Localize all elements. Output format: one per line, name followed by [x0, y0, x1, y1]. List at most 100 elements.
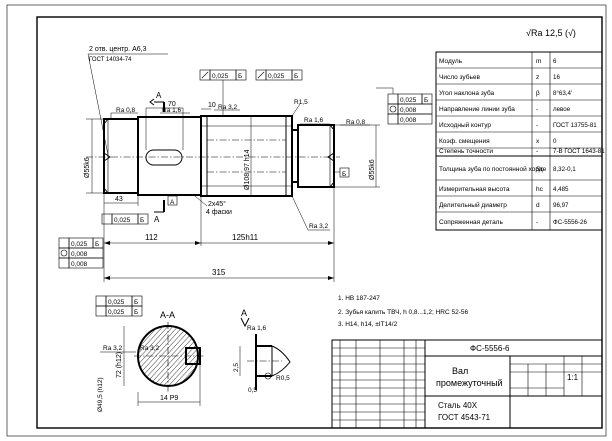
main-view-callouts: Ra 0,8 Ra 1,6 Ra 3,2 Ra 1,6 Ra 0,8 Ra 3,…	[58, 69, 433, 269]
svg-text:√Ra 12,5 (√): √Ra 12,5 (√)	[526, 28, 576, 38]
section-hatch-line	[138, 326, 168, 386]
part-name-2: промежуточный	[436, 378, 503, 388]
svg-text:0,025: 0,025	[71, 241, 88, 248]
dim-d-left: Ø55k6	[84, 157, 91, 178]
title-block: ФС-5556-6 Вал промежуточный Сталь 40Х ГО…	[331, 339, 603, 429]
tolerance-stack-left: 0,025 Б 0,008 0,008	[58, 237, 104, 269]
note-2: 2. Зубья калить ТВЧ, h 0,8...1,2; HRC 52…	[338, 308, 468, 316]
svg-text:0,008: 0,008	[400, 107, 417, 114]
section-hatch-line	[172, 326, 198, 386]
svg-text:Б: Б	[424, 97, 428, 104]
svg-text:А: А	[170, 199, 175, 206]
section-ra-2: Ra 3,2	[140, 345, 160, 352]
section-hatch-line	[138, 326, 173, 386]
gear-row-value: 8°63,4'	[553, 90, 572, 97]
gear-row-value: 6	[553, 58, 557, 65]
gear-row-symbol: d	[536, 202, 540, 209]
note-3: 3. Н14, h14, ±IT14/2	[338, 321, 398, 328]
gear-row-label: Измерительная высота	[439, 186, 510, 193]
dim-d-right: Ø55k6	[369, 159, 376, 180]
section-hatch-line	[182, 326, 198, 386]
section-a-top-label: А	[156, 91, 162, 100]
general-roughness: √Ra 12,5 (√)	[526, 28, 576, 38]
svg-text:Б: Б	[294, 73, 298, 80]
ra-lower: Ra 3,2	[309, 223, 329, 230]
main-view-dimensions: 315 112 125h11 43 70 10 Ø55k6 Ø55k6	[84, 46, 380, 282]
datum-a-marker: А	[167, 195, 178, 206]
scale-value: 1:1	[567, 373, 579, 382]
gear-row-value: 0	[553, 138, 557, 145]
svg-text:0,025: 0,025	[212, 73, 229, 80]
ra-shaft: Ra 1,6	[162, 107, 182, 114]
gear-row-symbol: -	[536, 122, 538, 129]
material-2: ГОСТ 4543-71	[438, 413, 491, 422]
dim-d-gear: Ø108,97 h14	[244, 149, 251, 190]
svg-text:0,008: 0,008	[71, 251, 88, 258]
svg-text:0,025: 0,025	[114, 217, 131, 224]
section-hatch-line	[138, 326, 198, 386]
ra-gear: Ra 3,2	[218, 104, 238, 111]
svg-text:0,025: 0,025	[108, 299, 125, 306]
gear-row-symbol: β	[536, 90, 540, 97]
gear-row-value: ГОСТ 13755-81	[553, 122, 597, 129]
gear-row-value: 8,32-0,1	[553, 166, 576, 173]
section-dim-width: 14 P9	[160, 395, 178, 402]
center-hole-note-2: ГОСТ 14034-74	[89, 57, 132, 63]
section-hatch-line	[138, 326, 188, 386]
gear-row-label: Коэф. смещения	[439, 138, 490, 145]
note-1: 1. НВ 187-247	[338, 295, 380, 302]
svg-text:Б: Б	[140, 217, 144, 224]
dim-70: 70	[168, 101, 176, 108]
chamfer-count: 4 фаски	[206, 209, 232, 216]
ra-right-journal: Ra 0,8	[346, 119, 366, 126]
fillet-r15: R1,5	[294, 99, 308, 106]
gear-row-label: Направление линии зуба	[439, 105, 515, 113]
section-hatch-line	[203, 322, 267, 392]
section-hatch-line	[162, 326, 198, 386]
gear-row-value: 4,485	[553, 186, 569, 193]
tolerance-stack-right: 0,025 Б 0,008 0,008	[376, 87, 433, 125]
dim-125: 125h11	[232, 233, 259, 242]
ra-shoulder: Ra 1,6	[304, 117, 324, 124]
svg-text:0,025: 0,025	[108, 309, 125, 316]
gear-row-value: ФС-5556-26	[553, 219, 587, 226]
tolerance-frame-key: 0,025 Б	[101, 213, 149, 225]
svg-text:Б: Б	[134, 299, 138, 306]
section-hatch-line	[213, 322, 277, 392]
shaft-main-view: А А	[86, 91, 340, 224]
gear-row-symbol: Sc	[536, 166, 544, 173]
svg-text:0,025: 0,025	[400, 97, 417, 104]
gear-row-value: 96,97	[553, 202, 569, 209]
svg-text:Б: Б	[95, 241, 99, 248]
svg-text:0,025: 0,025	[268, 73, 285, 80]
gear-row-label: Модуль	[439, 58, 463, 65]
view-a-chamfer: 0,5	[248, 387, 257, 394]
section-a-a-title: А-А	[160, 310, 175, 320]
tolerance-frame-runout-1: 0,025 Б	[199, 69, 247, 116]
svg-text:Б: Б	[238, 73, 242, 80]
svg-text:0,008: 0,008	[400, 117, 417, 124]
gear-row-label: Толщина зуба по постоянной хорде	[439, 165, 547, 173]
section-hatch-line	[157, 326, 198, 386]
gear-row-label: Число зубьев	[439, 73, 480, 81]
section-dim-depth: 72 (h12)	[116, 352, 123, 378]
view-a-title: А	[241, 308, 247, 318]
datum-b-marker: Б	[334, 167, 350, 178]
dim-112: 112	[145, 233, 158, 242]
gear-row-symbol: -	[536, 148, 538, 155]
gear-row-value: 16	[553, 74, 560, 81]
center-hole-note-1: 2 отв. центр. А6,3	[89, 46, 147, 53]
section-hatch-line	[73, 322, 137, 392]
section-hatch-line	[192, 326, 198, 386]
dim-total: 315	[212, 268, 226, 277]
part-name-1: Вал	[452, 366, 468, 376]
technical-notes: 1. НВ 187-247 2. Зубья калить ТВЧ, h 0,8…	[338, 295, 468, 328]
dim-10: 10	[208, 102, 216, 109]
section-ra-1: Ra 3,2	[103, 345, 123, 352]
gear-row-label: Сопряженная деталь	[439, 219, 503, 226]
section-a-a: А-А 14 P9 72 (h12) Ø49,5 (h12) Ra 3,2 Ra…	[73, 295, 277, 412]
chamfer-label: 2х45°	[208, 200, 226, 208]
gear-row-symbol: -	[536, 106, 538, 113]
ra-left-journal: Ra 0,8	[116, 107, 136, 114]
